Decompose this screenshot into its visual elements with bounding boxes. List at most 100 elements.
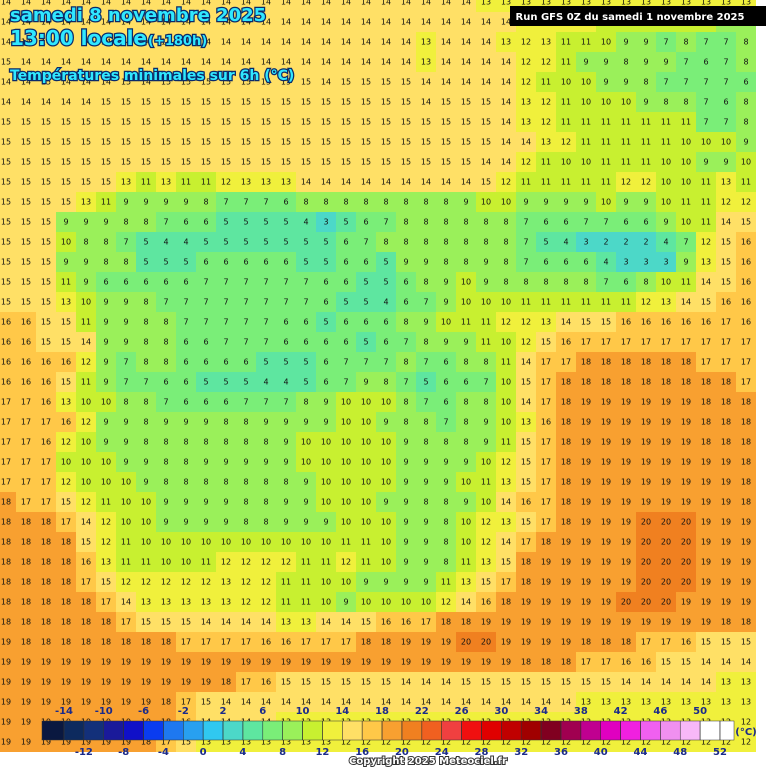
temperature-cell [716,132,736,152]
temperature-value: 19 [21,738,31,747]
temperature-cell [536,332,556,352]
temperature-value: 19 [481,618,491,627]
temperature-cell [256,172,276,192]
temperature-value: 10 [301,438,311,447]
temperature-value: 15 [461,98,471,107]
temperature-value: 19 [621,618,631,627]
temperature-value: 8 [443,238,448,247]
temperature-value: 9 [603,58,608,67]
temperature-value: 15 [541,678,551,687]
temperature-cell [316,352,336,372]
temperature-value: 19 [721,458,731,467]
temperature-value: 8 [363,198,368,207]
temperature-value: 14 [401,38,411,47]
temperature-value: 13 [541,318,551,327]
temperature-cell [96,72,116,92]
temperature-value: 17 [1,478,11,487]
temperature-value: 17 [201,638,211,647]
temperature-value: 14 [361,18,371,27]
temperature-value: 12 [561,138,571,147]
temperature-value: 18 [681,378,691,387]
temperature-cell [316,112,336,132]
temperature-value: 19 [581,458,591,467]
temperature-cell [536,32,556,52]
temperature-value: 13 [741,0,751,7]
temperature-value: 10 [481,458,491,467]
temperature-cell [136,432,156,452]
temperature-value: 18 [441,618,451,627]
temperature-cell [76,92,96,112]
temperature-cell [36,492,56,512]
temperature-value: 10 [301,458,311,467]
temperature-cell [156,272,176,292]
temperature-value: 19 [641,618,651,627]
temperature-value: 13 [721,178,731,187]
temperature-cell [376,252,396,272]
temperature-cell [76,192,96,212]
temperature-value: 19 [101,658,111,667]
temperature-cell [156,412,176,432]
temperature-cell [516,392,536,412]
temperature-value: 15 [181,158,191,167]
temperature-value: 5 [203,378,208,387]
temperature-cell [436,232,456,252]
temperature-cell [436,32,456,52]
temperature-cell [356,32,376,52]
temperature-cell [196,492,216,512]
temperature-value: 19 [581,578,591,587]
temperature-value: 15 [181,618,191,627]
temperature-cell [716,272,736,292]
temperature-value: 14 [181,58,191,67]
temperature-value: 15 [281,118,291,127]
temperature-value: 9 [283,518,288,527]
temperature-cell [496,92,516,112]
temperature-cell [676,152,696,172]
temperature-cell [496,352,516,372]
temperature-value: 11 [81,318,91,327]
temperature-value: 17 [741,338,751,347]
temperature-cell [456,272,476,292]
temperature-value: 15 [1,198,11,207]
temperature-value: 16 [741,278,751,287]
temperature-value: 17 [21,498,31,507]
temperature-value: 8 [123,258,128,267]
temperature-cell [0,412,16,432]
temperature-cell [236,232,256,252]
temperature-cell [276,52,296,72]
temperature-value: 6 [163,378,168,387]
temperature-cell [696,32,716,52]
temperature-value: 9 [143,458,148,467]
temperature-cell [576,272,596,292]
temperature-value: 9 [283,438,288,447]
temperature-cell [0,152,16,172]
temperature-value: 19 [601,438,611,447]
temperature-value: 15 [21,238,31,247]
temperature-cell [236,152,256,172]
temperature-value: 8 [423,418,428,427]
temperature-value: 15 [461,138,471,147]
temperature-cell [376,412,396,432]
temperature-value: 19 [41,658,51,667]
temperature-cell [116,212,136,232]
temperature-value: 17 [581,658,591,667]
temperature-value: 19 [621,398,631,407]
temperature-value: 15 [1,238,11,247]
temperature-cell [16,272,36,292]
temperature-value: 19 [581,478,591,487]
colorbar-swatch [183,720,204,741]
temperature-value: 15 [161,618,171,627]
temperature-cell [556,372,576,392]
temperature-value: 9 [183,418,188,427]
temperature-value: 15 [81,118,91,127]
temperature-value: 9 [543,198,548,207]
temperature-cell [416,392,436,412]
temperature-value: 7 [303,298,308,307]
temperature-cell [696,72,716,92]
temperature-cell [516,232,536,252]
temperature-cell [376,352,396,372]
temperature-cell [96,212,116,232]
temperature-value: 18 [221,678,231,687]
temperature-value: 7 [163,218,168,227]
temperature-cell [676,312,696,332]
